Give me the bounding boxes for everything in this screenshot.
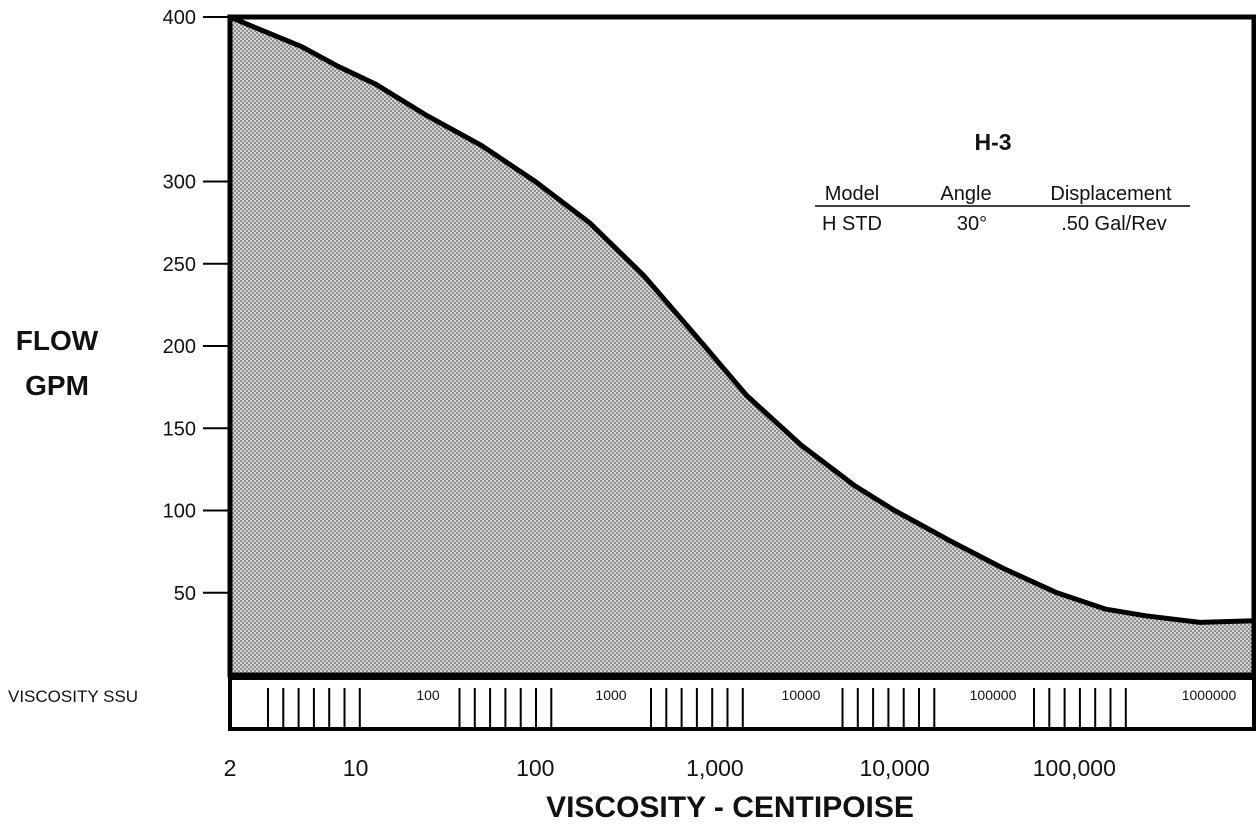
ssu-tick-label: 100000: [970, 687, 1017, 703]
y-tick-label: 300: [163, 172, 196, 194]
y-tick-label: 250: [163, 254, 196, 276]
flow-area: [230, 17, 1254, 675]
x-axis-label: VISCOSITY - CENTIPOISE: [546, 791, 914, 824]
y-tick-label: 400: [163, 7, 196, 29]
ssu-tick-label: 1000: [595, 687, 626, 703]
spec-value-displacement: .50 Gal/Rev: [1061, 213, 1167, 235]
y-tick-label: 100: [163, 501, 196, 523]
y-tick-label: 200: [163, 336, 196, 358]
ssu-tick-marks: [267, 688, 1127, 729]
y-tick-label: 50: [174, 583, 196, 605]
ssu-tick-label: 1000000: [1182, 687, 1237, 703]
x-tick-label: 2: [224, 755, 237, 781]
spec-header-displacement: Displacement: [1050, 183, 1172, 205]
y-tick-label: 150: [163, 418, 196, 440]
y-axis-label-line1: FLOW: [16, 325, 99, 356]
spec-title: H-3: [974, 129, 1011, 155]
ssu-scale-label: VISCOSITY SSU: [8, 687, 138, 706]
ssu-tick-label: 10000: [782, 687, 821, 703]
spec-header-angle: Angle: [940, 183, 991, 205]
ssu-tick-label: 100: [416, 687, 440, 703]
flow-curve: [229, 14, 1255, 625]
y-axis-ticks: 50 100 150 200 250 300 400: [163, 7, 230, 605]
x-axis-ticks: 2 10 100 1,000 10,000 100,000: [224, 755, 1116, 781]
ssu-tick-labels: 100 1000 10000 100000 1000000: [416, 687, 1236, 703]
spec-value-model: H STD: [822, 213, 882, 235]
spec-value-angle: 30°: [957, 213, 987, 235]
x-tick-label: 100,000: [1033, 755, 1116, 781]
y-axis-label-line2: GPM: [25, 370, 89, 401]
x-tick-label: 100: [516, 755, 554, 781]
x-tick-label: 10: [343, 755, 369, 781]
spec-header-model: Model: [825, 183, 879, 205]
x-tick-label: 10,000: [859, 755, 929, 781]
x-tick-label: 1,000: [686, 755, 744, 781]
